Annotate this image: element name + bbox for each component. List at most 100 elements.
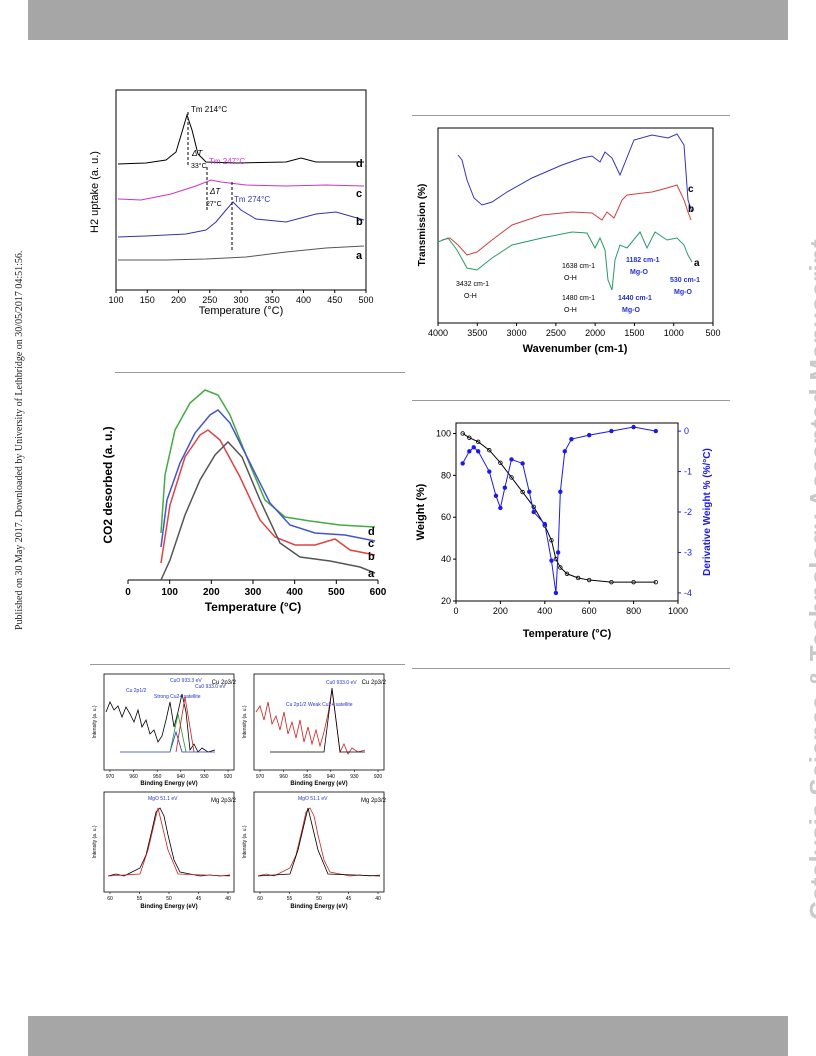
annotation-peak-d: Tm 214°C (191, 105, 227, 114)
series-line-d (117, 113, 364, 165)
derivative-point (587, 432, 592, 438)
panel-title: Cu 2p3/2 (362, 680, 387, 686)
x-tick-label: 950 (303, 774, 312, 780)
x-axis: 60 55 50 45 40 (257, 892, 381, 902)
x-tick-label: 600 (582, 606, 597, 616)
y-tick-label: 20 (441, 596, 451, 606)
series-line-c (160, 409, 376, 548)
derivative-point (527, 489, 532, 494)
co2-tpd-chart: 0 100 200 300 400 500 600 Temperature (°C) CO2… (101, 389, 387, 614)
panel-title: Mg 2p3/2 (211, 798, 237, 804)
weight-point (509, 475, 514, 480)
x-tick-label: 50 (316, 896, 322, 902)
plot-frame (103, 791, 235, 893)
series-label-c: c (356, 188, 362, 200)
derivative-point (476, 449, 481, 454)
x-axis: 970 960 950 940 930 920 (256, 770, 383, 780)
derivative-point (542, 521, 547, 527)
x-tick-label: 200 (203, 587, 220, 598)
x-tick-label: 45 (346, 896, 352, 902)
x-tick-label: 400 (537, 606, 552, 616)
series-label-d: d (356, 158, 363, 170)
x-tick-label: 2500 (546, 328, 566, 338)
spectrum-line (255, 689, 366, 755)
x-axis-label: Binding Energy (eV) (140, 904, 197, 910)
spectrum-line (107, 807, 231, 877)
y-tick-label: 60 (441, 512, 451, 522)
x-axis: 970 960 950 940 930 920 (106, 770, 232, 780)
derivative-point (555, 550, 561, 555)
derivative-point (609, 428, 614, 434)
plot-frame (103, 673, 235, 771)
section-rule (412, 668, 730, 669)
ftir-chart: 4000 3500 3000 2500 2000 1500 1000 500 Wavenumb… (417, 127, 721, 355)
x-tick-label: 960 (129, 774, 138, 780)
journal-watermark: Catalysis Science & Technology Accepted … (804, 238, 816, 920)
series-line-a (437, 231, 693, 291)
series-line-b (441, 184, 692, 256)
derivative-point (502, 485, 508, 490)
x-axis: 0 200 400 600 800 1000 (453, 601, 688, 616)
annotation-mgo3-label: Mg-O (674, 289, 692, 296)
series-label-b: b (368, 551, 375, 563)
y2-tick-label: 0 (684, 426, 689, 436)
series-line-b (117, 201, 365, 238)
annotation-oh3-wn: 1480 cm-1 (562, 295, 595, 302)
x-tick-label: 960 (279, 774, 288, 780)
y-axis: 20 40 60 80 100 (436, 428, 456, 606)
x-tick-label: 450 (327, 295, 342, 305)
panel-title: Mg 2p3/2 (361, 798, 387, 804)
series-label-c: c (688, 184, 694, 195)
x-tick-label: 920 (374, 774, 383, 780)
x-tick-label: 3000 (507, 328, 527, 338)
derivative-point (558, 489, 563, 494)
x-axis: 0 100 200 300 400 500 600 (125, 580, 387, 598)
fit-line (257, 807, 381, 877)
x-tick-label: 940 (327, 774, 336, 780)
x-tick-label: 150 (140, 295, 155, 305)
derivative-point (460, 461, 465, 466)
x-tick-label: 55 (137, 896, 143, 902)
series-label-a: a (368, 568, 375, 580)
annotation-oh1-wn: 3432 cm-1 (456, 281, 489, 288)
annotation-mgo2-wn: 1182 cm-1 (626, 257, 660, 264)
weight-point (531, 504, 536, 509)
x-axis: 60 55 50 45 40 (107, 892, 231, 902)
derivative-point (562, 449, 567, 454)
x-tick-label: 500 (328, 587, 345, 598)
weight-point (467, 435, 472, 440)
x-tick-label: 350 (265, 295, 280, 305)
x-axis: 4000 3500 3000 2500 2000 1500 1000 500 (428, 323, 721, 338)
x-axis: 100 150 200 250 300 350 400 450 500 (108, 290, 374, 305)
y2-tick-label: -4 (684, 588, 692, 598)
publication-notice: Published on 30 May 2017. Downloaded by … (14, 250, 25, 630)
series-label-a: a (694, 258, 700, 269)
x-axis-label: Wavenumber (cm-1) (523, 343, 628, 355)
x-tick-label: 40 (375, 896, 381, 902)
series-line-d (160, 389, 376, 534)
series-group (460, 424, 658, 596)
weight-point (549, 538, 554, 543)
fit-line (175, 696, 195, 753)
series-label-a: a (356, 250, 363, 262)
x-tick-label: 3500 (467, 328, 487, 338)
weight-point (475, 439, 481, 445)
annotation-peak-c: Tm 247°C (209, 157, 245, 166)
x-tick-label: 400 (296, 295, 311, 305)
xps-panel-3: Mg 2p3/2 MgO 51.1 eV 60 55 50 45 40 Binding … (92, 791, 237, 910)
section-rule (115, 372, 405, 373)
x-axis-label: Temperature (°C) (205, 600, 302, 614)
x-tick-label: 60 (107, 896, 113, 902)
delta-t-label-2: ΔT (209, 187, 221, 196)
x-tick-label: 0 (125, 587, 131, 598)
peak-label: Cu0 933.0 eV (326, 680, 357, 686)
xps-panel-2: Cu 2p3/2 Cu0 933.0 eV Cu 2p1/2 Weak Cu2+… (242, 673, 387, 787)
h2-tpr-chart: 100 150 200 250 300 350 400 450 500 Temperature … (89, 89, 374, 317)
weight-point (609, 579, 614, 585)
footer-bar (28, 1016, 788, 1056)
y-axis-label: Intensity (a. u.) (92, 705, 98, 738)
y2-axis: 0 -1 -2 -3 -4 (678, 426, 692, 598)
peak-label: MgO 51.1 eV (148, 796, 178, 802)
peak-label: Weak Cu2+ satellite (308, 702, 353, 708)
